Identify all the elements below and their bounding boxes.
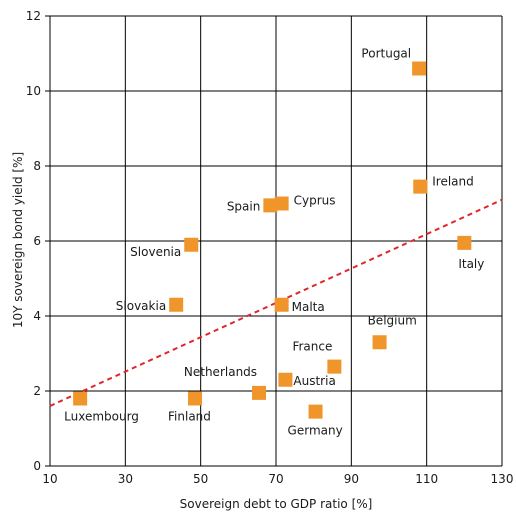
y-tick-label: 2 — [33, 384, 41, 398]
y-tick-label: 0 — [33, 459, 41, 473]
data-point-marker — [327, 359, 342, 374]
data-point-marker — [308, 404, 323, 419]
point-label: Belgium — [368, 313, 417, 327]
data-point-marker — [252, 385, 267, 400]
point-label: Malta — [292, 300, 325, 314]
x-tick-label: 70 — [268, 472, 283, 486]
point-label: Italy — [458, 257, 484, 271]
tick-labels: 10 30 50 70 90 110 130 0 2 4 6 8 10 12 — [26, 9, 514, 486]
grid — [45, 15, 503, 467]
data-point-marker — [184, 237, 199, 252]
data-point-marker — [274, 297, 289, 312]
y-tick-label: 8 — [33, 159, 41, 173]
point-label: Portugal — [361, 47, 411, 61]
data-points — [73, 61, 472, 419]
x-tick-label: 90 — [344, 472, 359, 486]
y-tick-label: 6 — [33, 234, 41, 248]
trendline-layer — [49, 198, 503, 407]
x-tick-label: 30 — [118, 472, 133, 486]
data-point-marker — [372, 335, 387, 350]
point-label: France — [292, 340, 332, 354]
point-label: Cyprus — [294, 194, 336, 208]
point-label: Ireland — [432, 175, 474, 189]
point-label: Slovakia — [116, 299, 166, 313]
data-point-marker — [274, 196, 289, 211]
x-axis-label: Sovereign debt to GDP ratio [%] — [180, 497, 373, 511]
y-tick-label: 4 — [33, 309, 41, 323]
data-point-marker — [169, 297, 184, 312]
x-tick-label: 10 — [42, 472, 57, 486]
data-point-marker — [457, 235, 472, 250]
point-labels: Portugal Ireland Cyprus Spain Slovenia Italy S… — [64, 47, 484, 438]
data-point-marker — [263, 198, 278, 213]
point-label: Finland — [168, 410, 211, 424]
x-tick-label: 130 — [491, 472, 514, 486]
data-point-marker — [188, 391, 203, 406]
point-label: Netherlands — [184, 365, 257, 379]
x-tick-label: 50 — [193, 472, 208, 486]
point-label: Luxembourg — [64, 410, 139, 424]
point-label: Austria — [293, 374, 335, 388]
y-tick-label: 10 — [26, 84, 41, 98]
y-axis-label: 10Y sovereign bond yield [%] — [11, 152, 25, 328]
y-tick-label: 12 — [26, 9, 41, 23]
data-point-marker — [413, 179, 428, 194]
data-point-marker — [73, 391, 88, 406]
data-point-marker — [278, 372, 293, 387]
point-label: Slovenia — [130, 245, 181, 259]
trendline — [49, 198, 503, 407]
x-tick-label: 110 — [415, 472, 438, 486]
point-label: Germany — [288, 424, 343, 438]
point-label: Spain — [227, 199, 261, 213]
data-point-marker — [412, 61, 427, 76]
